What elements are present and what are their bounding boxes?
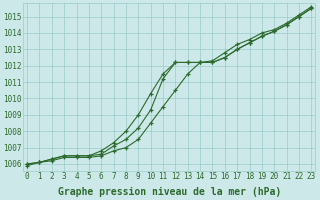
X-axis label: Graphe pression niveau de la mer (hPa): Graphe pression niveau de la mer (hPa)	[58, 186, 281, 197]
